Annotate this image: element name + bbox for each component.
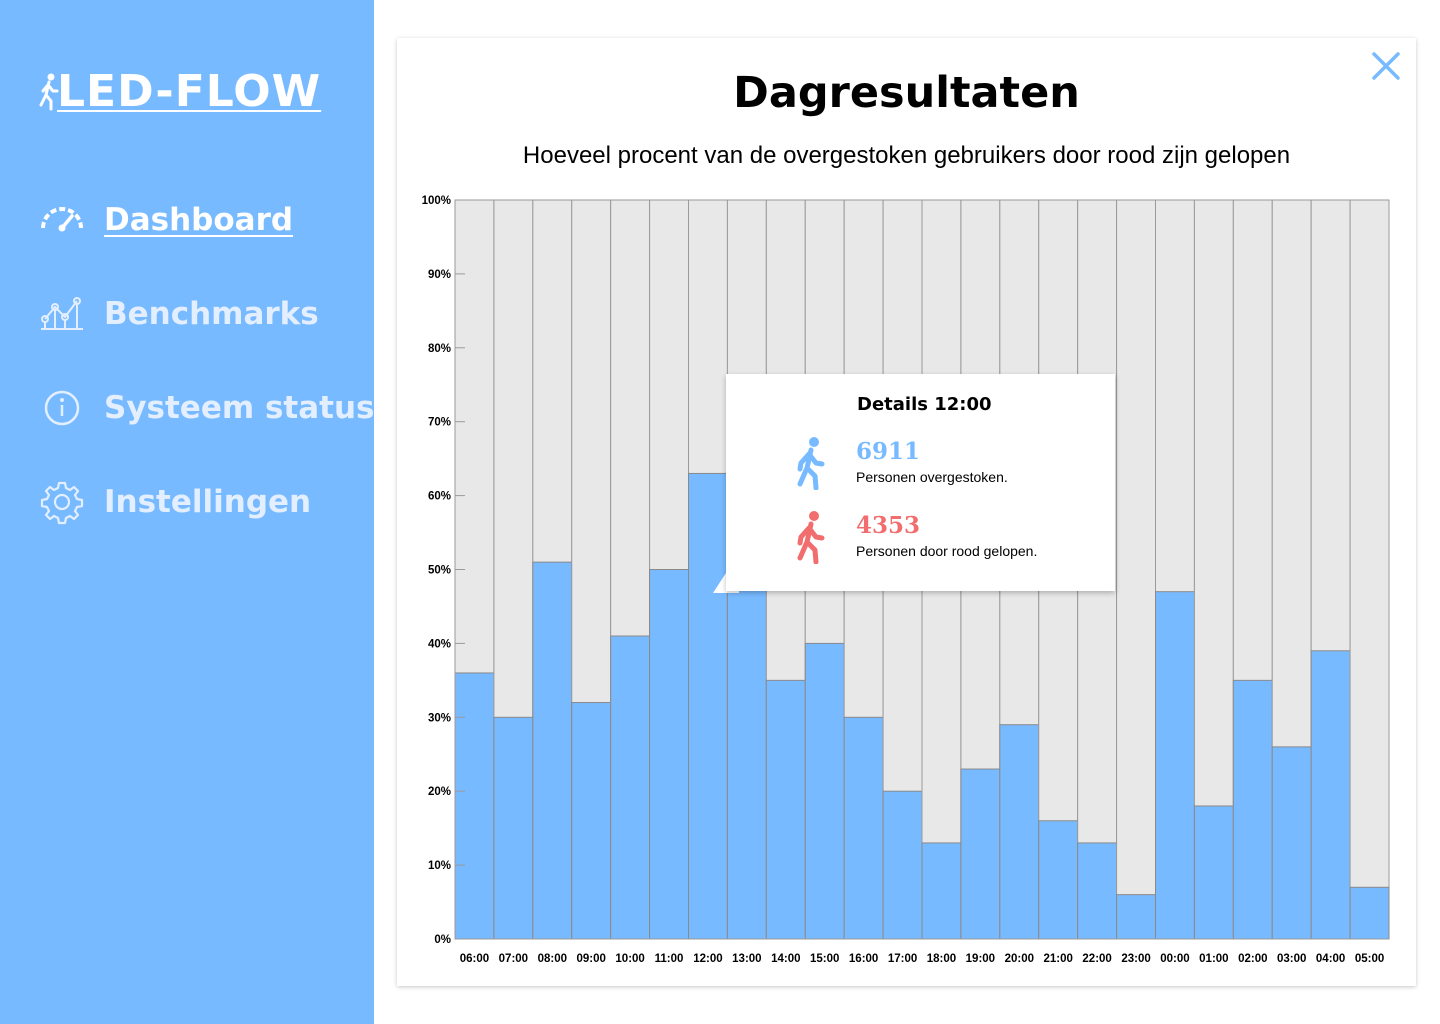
y-tick-label: 90% [428, 269, 451, 281]
x-tick-label: 01:00 [1199, 953, 1228, 965]
x-tick-label: 00:00 [1160, 953, 1189, 965]
close-button[interactable] [1368, 48, 1404, 84]
info-icon [38, 384, 86, 432]
bar[interactable] [1116, 894, 1156, 940]
x-tick-label: 18:00 [927, 953, 956, 965]
bar[interactable] [1193, 805, 1234, 940]
y-tick-label: 40% [428, 638, 451, 650]
y-tick-label: 30% [428, 712, 451, 724]
x-tick-label: 07:00 [499, 953, 528, 965]
sidebar-item-label: Benchmarks [104, 296, 319, 332]
bar[interactable] [1271, 746, 1312, 940]
bar[interactable] [649, 569, 689, 940]
bar[interactable] [765, 679, 806, 940]
tooltip-crossed-row: 6911 Personen overgestoken. [794, 436, 1008, 490]
chart-subtitle: Hoeveel procent van de overgestoken gebr… [522, 142, 1291, 169]
red-count: 4353 [856, 512, 921, 539]
y-tick-label: 60% [428, 491, 451, 503]
walking-person-red-icon [797, 511, 825, 564]
bar[interactable] [960, 768, 1001, 940]
bar[interactable] [921, 842, 962, 940]
app-name: LED-FLOW [57, 65, 322, 117]
bar-chart: 06:00 07:00 08:00 09:00 10:00 11:00 12:00 13:00… [422, 195, 1390, 965]
x-tick-label: 12:00 [693, 953, 722, 965]
bar[interactable] [882, 790, 923, 940]
x-tick-label: 11:00 [655, 953, 684, 965]
day-results-panel: 06:00 07:00 08:00 09:00 10:00 11:00 12:00 13:00… [397, 38, 1416, 986]
y-tick-label: 70% [428, 417, 451, 429]
speedometer-icon [38, 196, 86, 244]
x-tick-label: 17:00 [888, 953, 917, 965]
bar[interactable] [1155, 591, 1195, 940]
line-chart-icon [38, 290, 86, 338]
x-tick-label: 14:00 [771, 953, 800, 965]
bar[interactable] [726, 576, 767, 940]
x-tick-label: 21:00 [1043, 953, 1072, 965]
bar-background [1349, 199, 1390, 940]
sidebar-item-label: Systeem status [104, 390, 375, 426]
x-tick-label: 04:00 [1316, 953, 1345, 965]
x-tick-label: 09:00 [576, 953, 605, 965]
sidebar-item-label: Instellingen [104, 484, 312, 520]
gear-icon [38, 478, 86, 526]
bar[interactable] [1349, 886, 1390, 940]
crossed-label: Personen overgestoken. [856, 469, 1008, 485]
sidebar-item-systeem-status[interactable]: Systeem status [38, 383, 374, 433]
bar[interactable] [688, 472, 728, 940]
bar[interactable] [843, 716, 884, 940]
bar[interactable] [1038, 820, 1079, 940]
y-tick-label: 10% [428, 860, 451, 872]
bar[interactable] [532, 561, 573, 940]
x-tick-label: 02:00 [1238, 953, 1267, 965]
y-tick-label: 100% [422, 195, 451, 207]
bar[interactable] [999, 724, 1040, 940]
walking-person-icon [39, 73, 59, 111]
x-tick-label: 06:00 [460, 953, 489, 965]
x-tick-label: 19:00 [966, 953, 995, 965]
x-tick-label: 22:00 [1082, 953, 1111, 965]
sidebar-item-benchmarks[interactable]: Benchmarks [38, 289, 319, 339]
bar-background [1116, 199, 1156, 940]
x-tick-label: 05:00 [1355, 953, 1384, 965]
sidebar-item-instellingen[interactable]: Instellingen [38, 477, 311, 527]
bar[interactable] [1232, 679, 1273, 940]
x-tick-label: 13:00 [732, 953, 761, 965]
y-tick-label: 50% [428, 565, 451, 577]
crossed-count: 6911 [856, 438, 921, 465]
details-tooltip: Details 12:00 6911 Personen overgestoken… [726, 374, 1115, 591]
x-tick-label: 15:00 [810, 953, 839, 965]
bar[interactable] [454, 672, 495, 940]
bar[interactable] [804, 642, 845, 940]
close-icon [1372, 52, 1400, 80]
bar[interactable] [1077, 842, 1118, 940]
tooltip-red-row: 4353 Personen door rood gelopen. [794, 510, 1037, 564]
bar[interactable] [1310, 650, 1351, 940]
x-tick-label: 10:00 [615, 953, 644, 965]
x-tick-label: 23:00 [1121, 953, 1150, 965]
bar[interactable] [610, 635, 651, 940]
x-tick-label: 20:00 [1005, 953, 1034, 965]
x-tick-label: 03:00 [1277, 953, 1306, 965]
y-tick-label: 20% [428, 786, 451, 798]
red-label: Personen door rood gelopen. [856, 543, 1038, 559]
tooltip-title: Details 12:00 [857, 394, 992, 415]
y-tick-label: 80% [428, 343, 451, 355]
panel-title: Dagresultaten [733, 68, 1080, 118]
x-tick-label: 08:00 [538, 953, 567, 965]
y-tick-label: 0% [434, 934, 451, 946]
sidebar-item-label: Dashboard [104, 202, 294, 238]
sidebar-item-dashboard[interactable]: Dashboard [38, 195, 293, 245]
sidebar: LED-FLOW Dashboard [0, 0, 374, 1024]
bar[interactable] [493, 716, 534, 940]
app-logo[interactable]: LED-FLOW [38, 65, 322, 117]
x-tick-label: 16:00 [849, 953, 878, 965]
walking-person-icon [797, 437, 825, 490]
bar[interactable] [571, 702, 612, 940]
